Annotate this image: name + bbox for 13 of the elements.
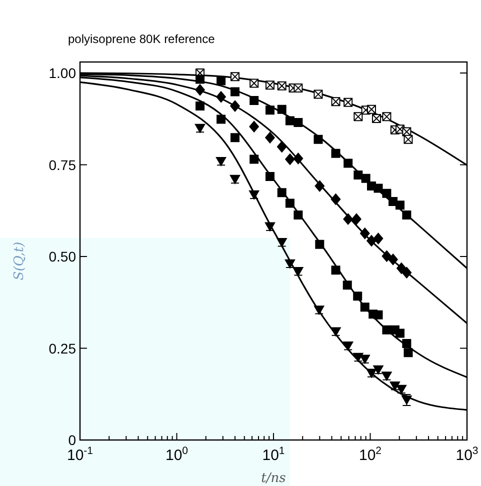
y-tick-label: 0.50 <box>48 248 76 265</box>
y-tick-label: 1.00 <box>48 65 76 82</box>
x-tick-label: 10$^{1}$ <box>262 445 285 464</box>
y-tick-label: 0.25 <box>48 340 76 356</box>
y-tick-label: 0 <box>68 432 76 448</box>
x-axis-title: t/ns <box>261 471 286 486</box>
y-tick-label: 0.75 <box>48 156 76 173</box>
x-tick-label: 10$^{2}$ <box>358 445 382 464</box>
y-axis-title: S(Q,t) <box>12 242 27 280</box>
x-tick-label: 10$^{3}$ <box>456 445 478 464</box>
x-tick-label: 10$^{-1}$ <box>66 445 94 464</box>
x-tick-label: 10$^{0}$ <box>165 445 188 464</box>
chart-title: polyisoprene 80K reference <box>68 32 216 46</box>
